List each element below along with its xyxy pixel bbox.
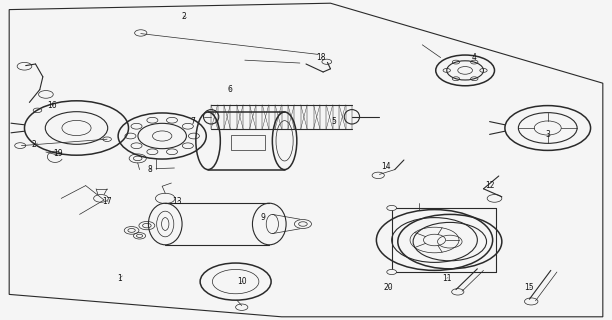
Text: 11: 11 [442, 274, 452, 283]
Text: 9: 9 [261, 213, 266, 222]
Text: 3: 3 [545, 130, 550, 139]
Text: 14: 14 [381, 162, 390, 171]
Text: 1: 1 [117, 274, 122, 283]
Text: 10: 10 [237, 277, 247, 286]
Text: 19: 19 [53, 149, 63, 158]
FancyBboxPatch shape [231, 135, 265, 150]
Text: 6: 6 [227, 85, 232, 94]
Text: 15: 15 [524, 284, 534, 292]
Text: 2: 2 [181, 12, 186, 20]
Polygon shape [9, 3, 603, 317]
Text: 20: 20 [384, 284, 394, 292]
Circle shape [387, 205, 397, 211]
Text: 2: 2 [31, 140, 36, 148]
Text: 7: 7 [190, 117, 195, 126]
Text: 17: 17 [102, 197, 112, 206]
Text: 18: 18 [316, 53, 326, 62]
Text: 5: 5 [331, 117, 336, 126]
Text: 13: 13 [173, 197, 182, 206]
Text: 16: 16 [47, 101, 57, 110]
Text: 4: 4 [472, 53, 477, 62]
Text: 12: 12 [485, 181, 494, 190]
Circle shape [387, 269, 397, 275]
Text: 8: 8 [147, 165, 152, 174]
